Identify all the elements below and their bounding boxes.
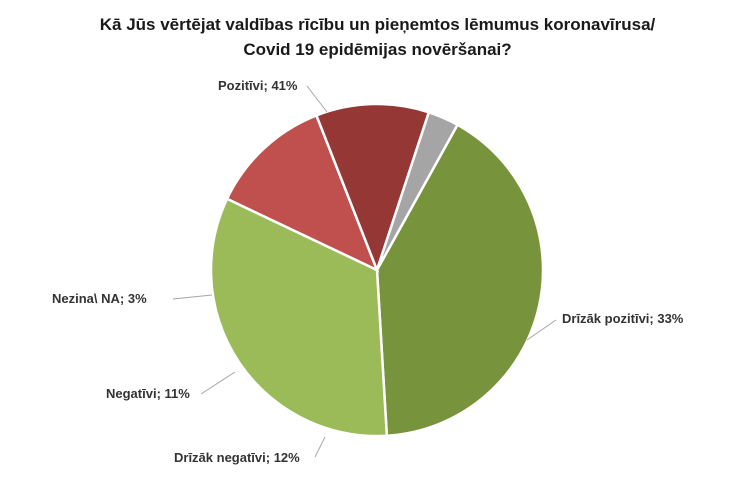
leader-line-3 xyxy=(200,371,236,395)
chart-title-line-1: Kā Jūs vērtējat valdības rīcību un pieņe… xyxy=(99,15,656,34)
leader-line-4 xyxy=(172,294,213,300)
leader-line-0 xyxy=(306,85,328,113)
pie-slice-1 xyxy=(209,197,389,438)
slice-label-1: Drīzāk pozitīvi; 33% xyxy=(562,311,684,326)
slice-label-4: Nezina\ NA; 3% xyxy=(52,291,147,306)
chart-title: Kā Jūs vērtējat valdības rīcību un pieņe… xyxy=(0,12,755,62)
slice-label-0: Pozitīvi; 41% xyxy=(218,78,298,93)
pie-slice-2 xyxy=(225,113,380,273)
chart-title-line-2: Covid 19 epidēmijas novēršanai? xyxy=(243,40,512,59)
leader-line-2 xyxy=(314,436,326,458)
leader-line-1 xyxy=(526,319,557,341)
slice-label-2: Drīzāk negatīvi; 12% xyxy=(174,450,300,465)
pie-slice-4 xyxy=(375,110,460,271)
pie-slice-3 xyxy=(314,102,431,274)
pie-slice-0 xyxy=(375,123,545,438)
slice-label-3: Negatīvi; 11% xyxy=(106,386,190,401)
